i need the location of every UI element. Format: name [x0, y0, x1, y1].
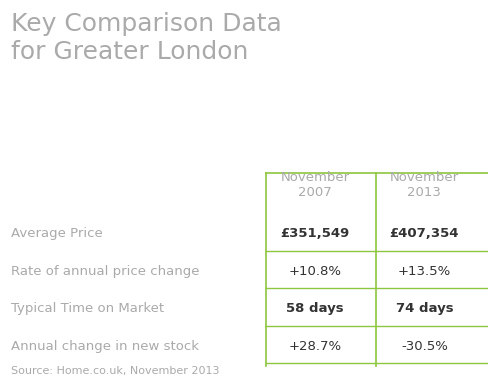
- Text: +13.5%: +13.5%: [397, 265, 450, 278]
- Text: Average Price: Average Price: [11, 227, 102, 240]
- Text: November
2013: November 2013: [389, 171, 458, 199]
- Text: Source: Home.co.uk, November 2013: Source: Home.co.uk, November 2013: [11, 366, 219, 376]
- Text: Rate of annual price change: Rate of annual price change: [11, 265, 199, 278]
- Text: +28.7%: +28.7%: [288, 340, 341, 353]
- Text: £351,549: £351,549: [280, 227, 349, 240]
- Text: Annual change in new stock: Annual change in new stock: [11, 340, 199, 353]
- Text: November
2007: November 2007: [280, 171, 349, 199]
- Text: Key Comparison Data
for Greater London: Key Comparison Data for Greater London: [11, 12, 281, 64]
- Text: 58 days: 58 days: [285, 302, 343, 315]
- Text: Typical Time on Market: Typical Time on Market: [11, 302, 164, 315]
- Text: +10.8%: +10.8%: [288, 265, 341, 278]
- Text: -30.5%: -30.5%: [400, 340, 447, 353]
- Text: 74 days: 74 days: [395, 302, 452, 315]
- Text: £407,354: £407,354: [389, 227, 458, 240]
